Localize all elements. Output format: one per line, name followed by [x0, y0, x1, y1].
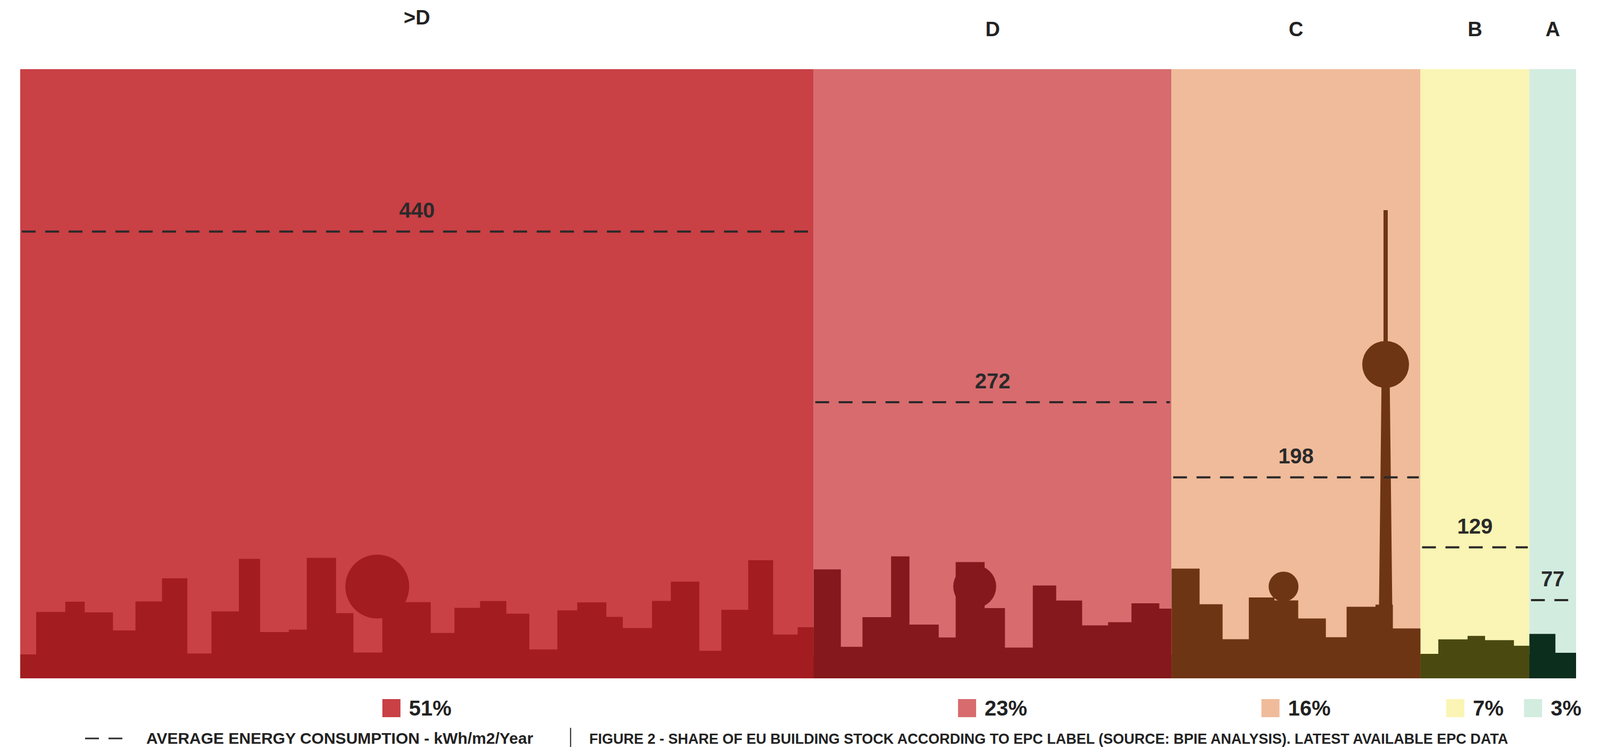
skyline [20, 210, 1577, 679]
category-label: A [1545, 18, 1560, 41]
legend-swatch [1261, 698, 1280, 718]
energy-line [815, 401, 1171, 404]
energy-line [21, 230, 813, 233]
skyline-shape [1420, 635, 1530, 679]
skyline-shape [20, 557, 814, 679]
category-label: >D [403, 6, 431, 29]
legend-item: 51% [382, 696, 452, 720]
legend-item: 7% [1446, 696, 1504, 720]
legend-swatch [1523, 698, 1543, 718]
legend-swatch [957, 698, 977, 718]
share-label: 7% [1472, 696, 1504, 720]
separator [570, 727, 572, 747]
legend-line-label: AVERAGE ENERGY CONSUMPTION - kWh/m2/Year [146, 729, 534, 747]
legend-item: 16% [1261, 696, 1331, 720]
share-label: 3% [1550, 696, 1582, 720]
skyline-shape [813, 556, 1172, 679]
skyline-shape [1529, 634, 1577, 679]
energy-line [1530, 598, 1575, 602]
category-label: B [1467, 18, 1482, 41]
share-label: 51% [409, 696, 452, 720]
energy-label: 129 [1457, 514, 1494, 538]
legend-line-sample [85, 737, 128, 740]
skyline-base [813, 654, 1172, 679]
legend-swatch [1446, 698, 1465, 718]
legend-item: 3% [1523, 696, 1582, 720]
energy-label: 272 [975, 369, 1011, 393]
tower [1378, 348, 1394, 679]
share-column [813, 69, 1172, 679]
skyline-dome [345, 554, 410, 619]
energy-label: 198 [1278, 444, 1314, 468]
tower-mast [1383, 210, 1388, 354]
energy-line [1422, 546, 1529, 549]
share-column [1171, 69, 1421, 679]
legend-swatch [382, 698, 401, 718]
footer: AVERAGE ENERGY CONSUMPTION - kWh/m2/Year… [85, 727, 1508, 747]
legend-item: 23% [957, 696, 1028, 720]
category-label: D [985, 18, 1000, 41]
share-label: 23% [984, 696, 1028, 720]
category-label: C [1288, 18, 1304, 41]
skyline-base [1420, 654, 1530, 679]
share-column [20, 69, 814, 679]
skyline-base [1529, 654, 1577, 679]
labels: 440 272 198 129 77 >D D C B A 51% 23% 16% 7% 3% [382, 6, 1582, 720]
energy-label: 77 [1540, 567, 1565, 591]
share-column [1420, 69, 1530, 679]
energy-label: 440 [399, 198, 436, 222]
chart: 440 272 198 129 77 >D D C B A 51% 23% 16% 7% 3% AVERAGE… [0, 0, 1600, 756]
skyline-dome [1268, 571, 1299, 602]
skyline-dome [953, 564, 997, 608]
caption: FIGURE 2 - SHARE OF EU BUILDING STOCK AC… [589, 730, 1509, 747]
share-column [1529, 69, 1577, 679]
plot-area [20, 69, 1577, 679]
skyline-base [20, 654, 814, 679]
share-label: 16% [1287, 696, 1331, 720]
energy-line [1173, 476, 1420, 479]
